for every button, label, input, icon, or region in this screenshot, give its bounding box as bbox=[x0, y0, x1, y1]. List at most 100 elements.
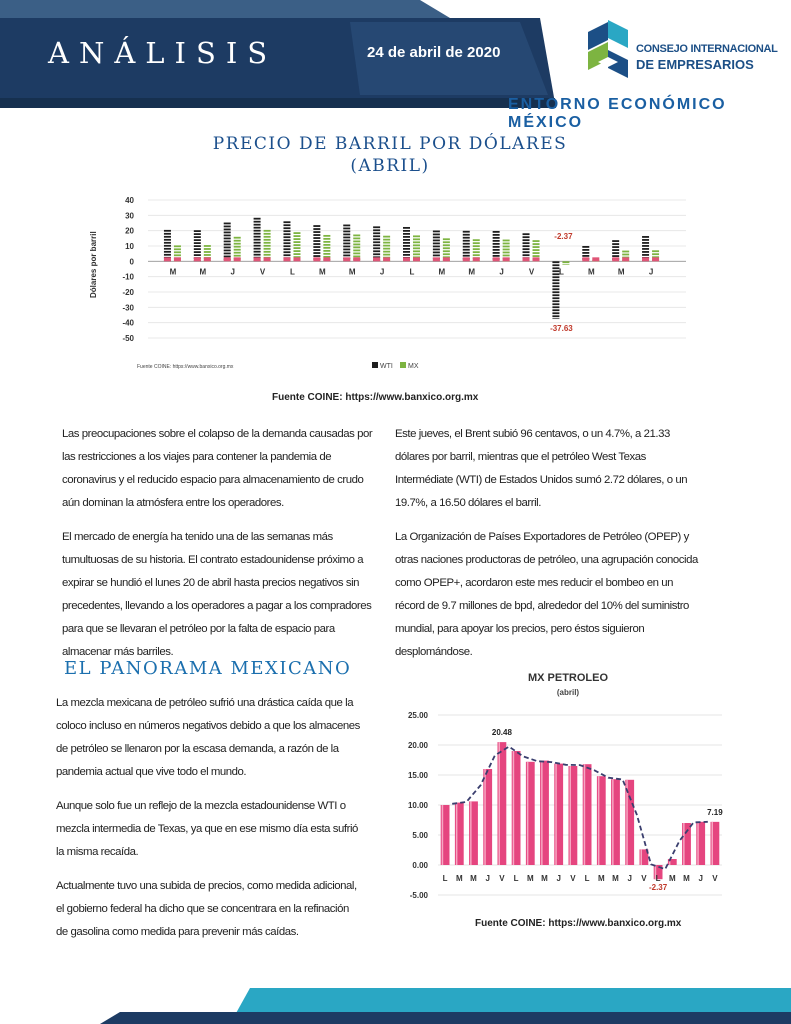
chart2-xtick: M bbox=[683, 874, 690, 883]
chart2-bar-highlight bbox=[683, 823, 685, 865]
chart1-bar-stripe bbox=[522, 248, 530, 251]
chart1-bar-mx bbox=[472, 239, 480, 262]
chart1-bar-stripe bbox=[223, 231, 231, 234]
chart1-bar-stripe bbox=[253, 253, 261, 256]
chart1-bar-stripe bbox=[193, 245, 201, 248]
chart1-bar-wti bbox=[313, 225, 321, 262]
chart2-bar bbox=[625, 779, 635, 865]
chart1-bar-stripe bbox=[522, 239, 530, 242]
chart1-bar-stripe bbox=[472, 239, 480, 242]
chart1-bar-base bbox=[353, 257, 361, 262]
chart1-bar-stripe bbox=[552, 276, 560, 279]
chart1-bar-stripe bbox=[642, 236, 650, 238]
paragraph: Las preocupaciones sobre el colapso de l… bbox=[62, 428, 373, 509]
chart1-heading-line1: PRECIO DE BARRIL POR DÓLARES bbox=[212, 134, 568, 154]
chart1-bar-stripe bbox=[163, 253, 171, 256]
chart1-bar-stripe bbox=[552, 267, 560, 270]
chart1-bar-wti bbox=[612, 240, 620, 262]
section2-text: La mezcla mexicana de petróleo sufrió un… bbox=[56, 692, 362, 944]
chart2-bar-highlight bbox=[569, 766, 571, 865]
chart2-bar-highlight bbox=[654, 865, 657, 880]
chart1-bar-base bbox=[492, 257, 500, 262]
chart1-bar-stripe bbox=[383, 241, 391, 244]
chart1-bar-stripe bbox=[552, 261, 560, 264]
chart2-bar bbox=[554, 763, 564, 865]
chart1-bar-stripe bbox=[552, 273, 560, 276]
chart1-bar-stripe bbox=[353, 243, 361, 246]
chart1-bar-stripe bbox=[642, 242, 650, 244]
chart1-bar-stripe bbox=[442, 238, 450, 241]
header-title: ANÁLISIS bbox=[48, 36, 278, 70]
chart1-bar-stripe bbox=[612, 246, 620, 248]
chart1-bar-stripe bbox=[522, 233, 530, 236]
chart1-background bbox=[82, 188, 700, 384]
chart1-bar-stripe bbox=[612, 243, 620, 245]
chart1-bar-stripe bbox=[373, 238, 381, 241]
chart1-bar-stripe bbox=[373, 226, 381, 229]
chart2-xtick: M bbox=[527, 874, 534, 883]
chart1-bar-wti bbox=[283, 221, 291, 262]
chart1-bar-stripe bbox=[432, 245, 440, 248]
chart1-bar-stripe bbox=[612, 255, 620, 257]
chart1-bar-stripe bbox=[293, 232, 301, 234]
chart2-ytick: 10.00 bbox=[408, 801, 429, 810]
chart2-bar bbox=[440, 805, 450, 865]
chart1-bar-base bbox=[253, 257, 261, 262]
chart2-data-label: -2.37 bbox=[649, 883, 668, 892]
chart1-bar-stripe bbox=[552, 279, 560, 282]
chart1-bar-stripe bbox=[373, 235, 381, 238]
chart1-bar-base bbox=[383, 257, 391, 262]
chart2-title: MX PETROLEO bbox=[528, 672, 609, 684]
chart2-xtick: M bbox=[470, 874, 477, 883]
chart1-bar-stripe bbox=[522, 242, 530, 245]
chart1-bar-stripe bbox=[522, 245, 530, 248]
legend-swatch-mx bbox=[400, 362, 406, 368]
chart1-bar-stripe bbox=[373, 241, 381, 244]
paragraph: La mezcla mexicana de petróleo sufrió un… bbox=[56, 697, 360, 778]
chart1-bar-stripe bbox=[532, 246, 540, 248]
chart1-xtick: V bbox=[260, 267, 266, 276]
section-subtitle: ENTORNO ECONÓMICO MÉXICO bbox=[508, 96, 727, 131]
chart1-bar-base bbox=[343, 257, 351, 262]
chart1-bar-stripe bbox=[353, 237, 361, 240]
chart1-bar-stripe bbox=[622, 250, 630, 253]
chart1-bar-stripe bbox=[343, 245, 351, 248]
chart1-bar-stripe bbox=[432, 239, 440, 242]
chart1-xtick: M bbox=[199, 267, 206, 276]
chart1-bar-stripe bbox=[652, 253, 660, 256]
chart1-bar-stripe bbox=[343, 230, 351, 233]
chart1-bar-stripe bbox=[313, 255, 321, 257]
chart1-bar-stripe bbox=[173, 254, 181, 257]
chart1-bar-stripe bbox=[373, 229, 381, 232]
chart2-bar-highlight bbox=[597, 776, 600, 865]
chart1-xtick: M bbox=[349, 267, 356, 276]
chart1-bar-stripe bbox=[293, 250, 301, 252]
chart1-bar-stripe bbox=[383, 253, 391, 256]
chart1-bar-mx bbox=[203, 245, 211, 262]
chart2-bar bbox=[696, 821, 706, 865]
chart2-xtick: M bbox=[669, 874, 676, 883]
header-banner bbox=[0, 0, 556, 108]
chart1-bar-stripe bbox=[313, 243, 321, 245]
header-date: 24 de abril de 2020 bbox=[367, 44, 501, 61]
chart1-bar-stripe bbox=[283, 224, 291, 227]
chart1-bar-stripe bbox=[223, 246, 231, 249]
chart2-bar-highlight bbox=[526, 761, 529, 865]
chart1-bar-stripe bbox=[413, 247, 420, 250]
chart2-xtick: V bbox=[641, 874, 647, 883]
chart1-bar-stripe bbox=[263, 232, 271, 235]
chart1-bar-stripe bbox=[203, 251, 211, 253]
chart1-bar-stripe bbox=[223, 255, 231, 258]
chart2-ytick: 5.00 bbox=[412, 831, 428, 840]
chart1-xtick: L bbox=[290, 267, 295, 276]
chart2-bar-highlight bbox=[640, 849, 642, 865]
chart1-bar-stripe bbox=[263, 238, 271, 241]
chart1-xtick: M bbox=[588, 267, 595, 276]
chart1-bar-stripe bbox=[552, 285, 560, 288]
cie-logo-icon bbox=[588, 20, 628, 78]
chart1-bar-base bbox=[532, 257, 540, 262]
chart1-bar-stripe bbox=[253, 241, 261, 244]
chart2-bar bbox=[454, 802, 464, 865]
chart1-bar-stripe bbox=[432, 254, 440, 257]
chart1-bar-wti bbox=[223, 222, 231, 262]
